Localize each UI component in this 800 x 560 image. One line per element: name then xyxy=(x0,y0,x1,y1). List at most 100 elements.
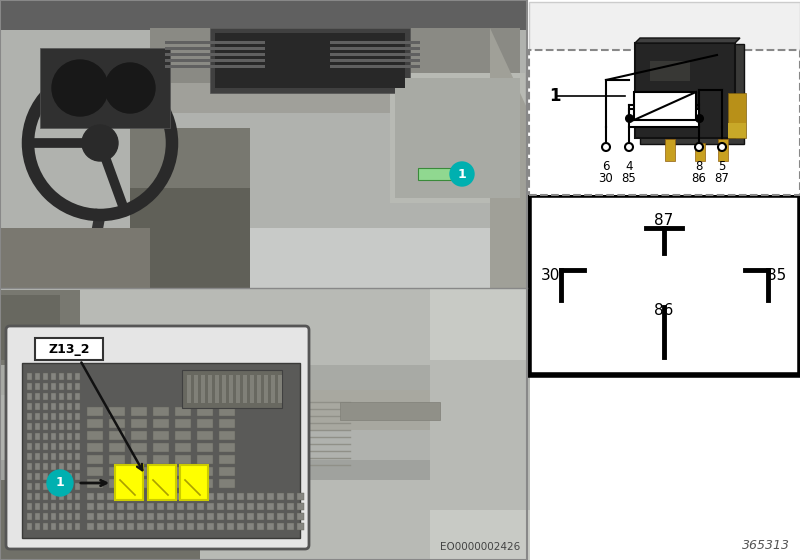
Bar xyxy=(27,453,32,460)
Bar xyxy=(27,423,32,430)
Bar xyxy=(0,460,527,480)
Text: 85: 85 xyxy=(766,268,786,282)
Bar xyxy=(27,373,32,380)
Circle shape xyxy=(718,143,726,151)
Bar xyxy=(278,375,282,403)
Bar xyxy=(67,423,72,430)
Bar xyxy=(287,513,294,520)
Bar xyxy=(237,493,244,500)
Bar xyxy=(187,513,194,520)
Bar xyxy=(197,419,213,428)
Bar xyxy=(117,513,124,520)
Bar xyxy=(167,513,174,520)
Bar xyxy=(197,523,204,530)
Bar xyxy=(430,288,530,560)
Text: 4: 4 xyxy=(626,161,633,174)
Bar xyxy=(330,59,420,62)
Bar xyxy=(227,503,234,510)
Bar xyxy=(35,338,103,360)
Bar xyxy=(35,493,40,500)
Bar xyxy=(75,463,80,470)
Bar xyxy=(177,493,184,500)
Bar xyxy=(75,383,80,390)
Bar xyxy=(27,523,32,530)
Bar xyxy=(267,523,274,530)
Bar xyxy=(27,503,32,510)
Bar xyxy=(51,453,56,460)
Bar xyxy=(67,473,72,480)
Bar xyxy=(0,288,527,560)
Polygon shape xyxy=(490,28,527,288)
Bar xyxy=(35,403,40,410)
Bar xyxy=(51,403,56,410)
Bar xyxy=(217,503,224,510)
Bar xyxy=(43,473,48,480)
Bar xyxy=(35,373,40,380)
Bar xyxy=(59,443,64,450)
Bar xyxy=(728,123,746,138)
Bar xyxy=(207,513,214,520)
Bar xyxy=(165,59,265,62)
Bar xyxy=(67,433,72,440)
Bar xyxy=(217,523,224,530)
Bar xyxy=(67,493,72,500)
Bar xyxy=(43,393,48,400)
Bar xyxy=(157,503,164,510)
Bar xyxy=(390,73,525,203)
Bar xyxy=(197,503,204,510)
Bar xyxy=(147,493,154,500)
Bar xyxy=(201,375,205,403)
Bar xyxy=(59,463,64,470)
Bar xyxy=(0,228,150,288)
Text: 8: 8 xyxy=(695,161,702,174)
Bar xyxy=(51,483,56,490)
Bar xyxy=(67,373,72,380)
Circle shape xyxy=(52,60,108,116)
Bar xyxy=(43,413,48,420)
Bar xyxy=(0,295,60,360)
Bar xyxy=(175,455,191,464)
Bar xyxy=(148,465,176,500)
Bar xyxy=(197,479,213,488)
Bar xyxy=(257,523,264,530)
Bar xyxy=(271,375,275,403)
Bar xyxy=(153,431,169,440)
Bar xyxy=(197,493,204,500)
Bar xyxy=(107,523,114,530)
Bar xyxy=(27,513,32,520)
Bar xyxy=(247,493,254,500)
Bar xyxy=(634,92,696,120)
Bar xyxy=(75,443,80,450)
Bar xyxy=(51,513,56,520)
Bar xyxy=(109,455,125,464)
Bar xyxy=(59,473,64,480)
Bar xyxy=(51,443,56,450)
Bar xyxy=(153,407,169,416)
Bar xyxy=(217,513,224,520)
Text: EO0000002426: EO0000002426 xyxy=(440,542,520,552)
Bar xyxy=(27,393,32,400)
Bar xyxy=(43,373,48,380)
Bar xyxy=(0,0,527,30)
Bar xyxy=(51,383,56,390)
Bar xyxy=(51,373,56,380)
Bar xyxy=(67,503,72,510)
Bar xyxy=(165,53,265,56)
Bar xyxy=(43,443,48,450)
Bar xyxy=(35,413,40,420)
FancyBboxPatch shape xyxy=(6,326,309,549)
Bar xyxy=(43,423,48,430)
Bar xyxy=(75,513,80,520)
Bar xyxy=(153,419,169,428)
Bar xyxy=(236,375,240,403)
Bar xyxy=(35,523,40,530)
Bar xyxy=(131,467,147,476)
Bar xyxy=(27,413,32,420)
Bar xyxy=(109,419,125,428)
Bar xyxy=(67,403,72,410)
Bar xyxy=(87,443,103,452)
Bar xyxy=(87,503,94,510)
Bar xyxy=(35,473,40,480)
Bar xyxy=(87,467,103,476)
Bar xyxy=(247,523,254,530)
